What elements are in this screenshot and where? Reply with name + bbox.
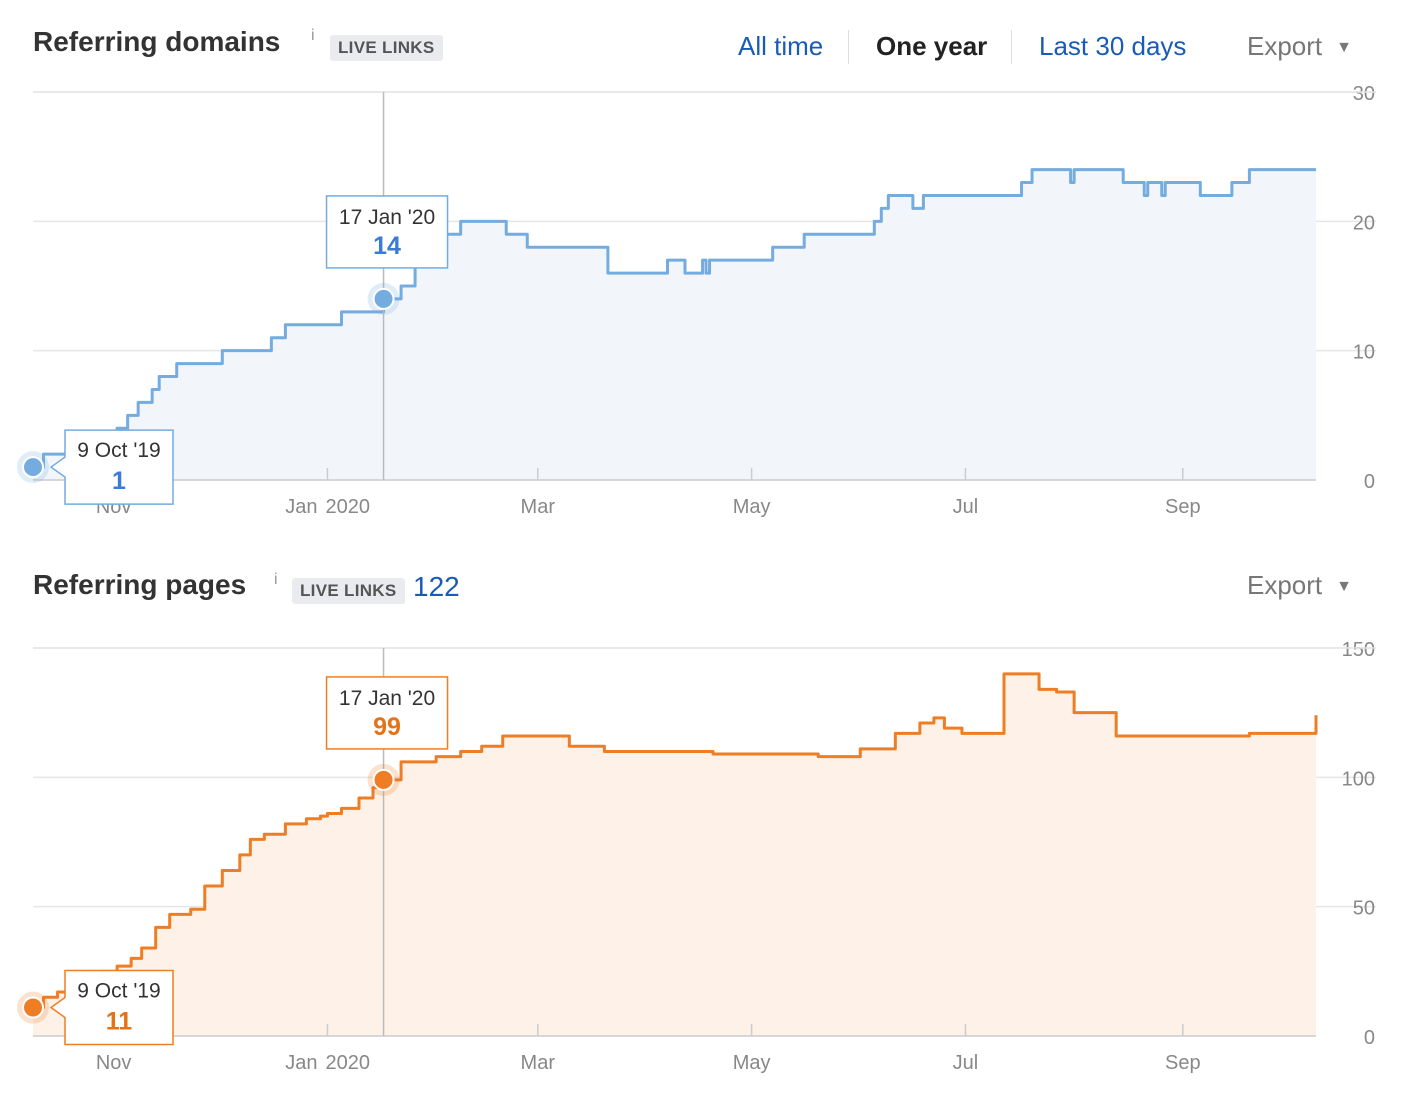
range-all-time[interactable]: All time	[738, 31, 824, 61]
range-last-30-days[interactable]: Last 30 days	[1039, 31, 1187, 61]
y-tick-label: 100	[1342, 768, 1375, 790]
caret-down-icon: ▼	[1336, 39, 1352, 56]
x-tick-label: May	[733, 496, 771, 518]
export-button-domains[interactable]: Export ▼	[1247, 31, 1352, 62]
x-tick-label: Jul	[953, 1052, 979, 1074]
tooltip-value: 99	[373, 713, 401, 741]
y-tick-label: 10	[1353, 342, 1375, 364]
y-tick-label: 30	[1353, 83, 1375, 105]
y-tick-label: 0	[1364, 471, 1375, 493]
referring-pages-title: Referring pages	[33, 569, 247, 600]
x-tick-label: May	[733, 1052, 771, 1074]
tooltip: 9 Oct '19 1	[49, 429, 174, 505]
tooltip: 9 Oct '19 11	[49, 969, 174, 1046]
series-area	[33, 673, 1316, 1036]
x-tick-label: Jan	[285, 1052, 317, 1074]
tooltip-date: 9 Oct '19	[77, 439, 160, 462]
live-links-badge[interactable]: LIVE LINKS	[330, 35, 443, 61]
x-tick-label: Jul	[953, 496, 979, 518]
tooltip: 17 Jan '20 99	[325, 676, 449, 750]
x-tick-label: Mar	[521, 1052, 556, 1074]
export-button-pages[interactable]: Export ▼	[1247, 570, 1352, 601]
y-tick-label: 50	[1353, 898, 1375, 920]
live-links-badge[interactable]: LIVE LINKS	[292, 578, 405, 604]
referring-pages-header: Referring pages i LIVE LINKS 122 Export ▼	[0, 540, 1406, 604]
x-tick-label: Sep	[1165, 1052, 1201, 1074]
series-area	[33, 169, 1316, 480]
referring-pages-chart[interactable]: 0 50 100 150 Nov Jan Mar May Jul Sep 2020 9 Oct '19…	[0, 636, 1406, 1086]
tooltip-box	[49, 969, 174, 1046]
tooltip-value: 14	[373, 232, 401, 260]
x-tick-label: Sep	[1165, 496, 1201, 518]
series-line	[33, 168, 1316, 469]
info-icon[interactable]: i	[311, 27, 315, 44]
data-point-marker	[372, 287, 395, 310]
referring-domains-header: Referring domains i LIVE LINKS All time …	[0, 0, 1406, 64]
tooltip-box	[49, 429, 174, 505]
range-separator	[1011, 30, 1012, 64]
range-one-year[interactable]: One year	[876, 31, 988, 61]
data-point-marker	[22, 996, 44, 1019]
caret-down-icon: ▼	[1336, 578, 1352, 595]
tooltip: 17 Jan '20 14	[325, 195, 449, 269]
y-tick-label: 20	[1353, 212, 1375, 234]
x-tick-label: Jan	[285, 496, 317, 518]
x-tick-label: Mar	[521, 496, 556, 518]
export-label: Export	[1247, 570, 1323, 600]
x-year-label: 2020	[325, 496, 370, 518]
y-tick-label: 0	[1364, 1027, 1375, 1049]
tooltip-box	[325, 676, 449, 750]
y-tick-label: 150	[1342, 639, 1375, 661]
referring-pages-count[interactable]: 122	[413, 571, 460, 602]
tooltip-box	[325, 195, 449, 269]
series-line	[33, 672, 1318, 1010]
tooltip-date: 17 Jan '20	[339, 687, 435, 710]
tooltip-date: 17 Jan '20	[339, 206, 435, 229]
data-point-marker	[372, 768, 395, 791]
tooltip-value: 1	[112, 467, 126, 495]
referring-domains-title: Referring domains	[33, 26, 281, 57]
x-tick-label: Nov	[96, 1052, 132, 1074]
export-label: Export	[1247, 31, 1323, 61]
range-separator	[848, 30, 849, 64]
info-icon[interactable]: i	[274, 571, 278, 588]
tooltip-date: 9 Oct '19	[77, 980, 160, 1003]
tooltip-value: 11	[106, 1008, 133, 1036]
data-point-marker	[22, 456, 44, 479]
x-year-label: 2020	[325, 1052, 370, 1074]
